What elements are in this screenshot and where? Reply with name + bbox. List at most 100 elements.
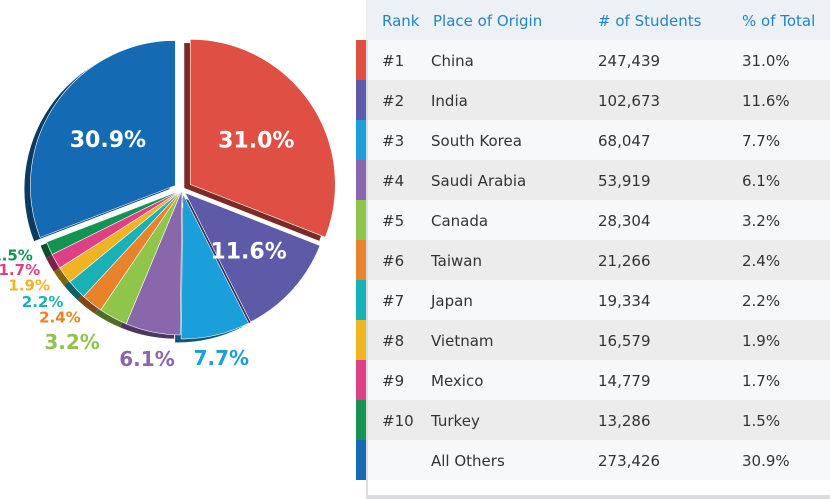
cell-students: 102,673 <box>598 92 661 110</box>
table-row: #5 Canada 28,304 3.2% <box>356 200 830 240</box>
cell-origin: Mexico <box>431 372 484 390</box>
row-background <box>366 280 830 320</box>
row-background <box>366 360 830 400</box>
pie-chart: 31.0% 11.6% 7.7% 6.1% 3.2% 2.4%2.2%1.9%1.7%1.… <box>0 39 336 371</box>
cell-rank: #6 <box>382 252 405 270</box>
row-color-swatch <box>356 320 366 360</box>
slice-label: 30.9% <box>70 128 146 153</box>
cell-percent: 1.7% <box>742 372 781 390</box>
row-background <box>366 40 830 80</box>
row-background <box>366 320 830 360</box>
header-rank: Rank <box>382 12 420 30</box>
cell-origin: Canada <box>431 212 489 230</box>
cell-students: 28,304 <box>598 212 651 230</box>
cell-students: 53,919 <box>598 172 651 190</box>
cell-percent: 11.6% <box>742 92 790 110</box>
row-color-swatch <box>356 360 366 400</box>
cell-percent: 7.7% <box>742 132 781 150</box>
row-background <box>366 120 830 160</box>
cell-origin: Saudi Arabia <box>431 172 527 190</box>
pie-slice-china <box>189 39 336 238</box>
table-row: #9 Mexico 14,779 1.7% <box>356 360 830 400</box>
slice-label: 6.1% <box>119 347 174 371</box>
row-background <box>366 400 830 440</box>
row-color-swatch <box>356 120 366 160</box>
cell-students: 247,439 <box>598 52 661 70</box>
header-percent: % of Total <box>742 12 816 30</box>
slice-label: 2.2% <box>22 293 64 311</box>
cell-rank: #1 <box>382 52 405 70</box>
slice-label: 1.5% <box>0 247 33 265</box>
header-students: # of Students <box>598 12 702 30</box>
cell-percent: 1.9% <box>742 332 781 350</box>
cell-origin: Japan <box>431 292 473 310</box>
row-background <box>366 160 830 200</box>
cell-students: 273,426 <box>598 452 661 470</box>
pie-slice-south-korea <box>180 193 250 340</box>
cell-origin: China <box>431 52 474 70</box>
cell-origin: India <box>431 92 468 110</box>
cell-students: 14,779 <box>598 372 651 390</box>
cell-percent: 30.9% <box>742 452 790 470</box>
row-color-swatch <box>356 280 366 320</box>
cell-students: 19,334 <box>598 292 651 310</box>
cell-percent: 2.2% <box>742 292 781 310</box>
cell-rank: #4 <box>382 172 405 190</box>
cell-origin: Turkey <box>431 412 480 430</box>
slice-label: 2.4% <box>39 309 81 327</box>
cell-rank: #10 <box>382 412 414 430</box>
table-row: #2 India 102,673 11.6% <box>356 80 830 120</box>
table-row: #3 South Korea 68,047 7.7% <box>356 120 830 160</box>
cell-percent: 6.1% <box>742 172 781 190</box>
row-color-swatch <box>356 160 366 200</box>
cell-rank: #5 <box>382 212 405 230</box>
row-color-swatch <box>356 440 366 480</box>
table-border <box>366 40 368 499</box>
slice-label: 1.7% <box>0 261 40 279</box>
row-color-swatch <box>356 240 366 280</box>
cell-students: 21,266 <box>598 252 651 270</box>
cell-origin: Taiwan <box>431 252 483 270</box>
cell-percent: 31.0% <box>742 52 790 70</box>
cell-origin: Vietnam <box>431 332 494 350</box>
table-header: Rank Place of Origin # of Students % of … <box>366 0 830 40</box>
slice-label: 11.6% <box>210 239 286 264</box>
table-row: #6 Taiwan 21,266 2.4% <box>356 240 830 280</box>
table-row: #10 Turkey 13,286 1.5% <box>356 400 830 440</box>
row-color-swatch <box>356 400 366 440</box>
cell-percent: 3.2% <box>742 212 781 230</box>
cell-origin: South Korea <box>431 132 522 150</box>
pie-slice-all-others <box>30 40 176 238</box>
slice-label: 1.9% <box>8 277 50 295</box>
table-row: #8 Vietnam 16,579 1.9% <box>356 320 830 360</box>
cell-rank: #2 <box>382 92 405 110</box>
cell-percent: 2.4% <box>742 252 781 270</box>
row-color-swatch <box>356 40 366 80</box>
slice-label: 31.0% <box>218 128 294 153</box>
table-row: All Others 273,426 30.9% <box>356 440 830 480</box>
table-row: #1 China 247,439 31.0% <box>356 40 830 80</box>
row-color-swatch <box>356 80 366 120</box>
table-row: #4 Saudi Arabia 53,919 6.1% <box>356 160 830 200</box>
cell-percent: 1.5% <box>742 412 781 430</box>
pie-slice-india <box>184 192 321 323</box>
cell-rank: #7 <box>382 292 405 310</box>
table-border <box>366 495 830 499</box>
cell-rank: #9 <box>382 372 405 390</box>
row-background <box>366 440 830 480</box>
row-background <box>366 200 830 240</box>
slice-label: 3.2% <box>44 330 99 354</box>
cell-origin: All Others <box>431 452 505 470</box>
cell-students: 16,579 <box>598 332 651 350</box>
pie-slice-turkey <box>46 189 183 255</box>
cell-rank: #3 <box>382 132 405 150</box>
table-row: #7 Japan 19,334 2.2% <box>356 280 830 320</box>
cell-students: 13,286 <box>598 412 651 430</box>
students-table: Rank Place of Origin # of Students % of … <box>356 0 830 499</box>
cell-students: 68,047 <box>598 132 651 150</box>
row-background <box>366 80 830 120</box>
row-color-swatch <box>356 200 366 240</box>
row-background <box>366 240 830 280</box>
header-origin: Place of Origin <box>433 12 543 30</box>
slice-label: 7.7% <box>194 346 249 370</box>
